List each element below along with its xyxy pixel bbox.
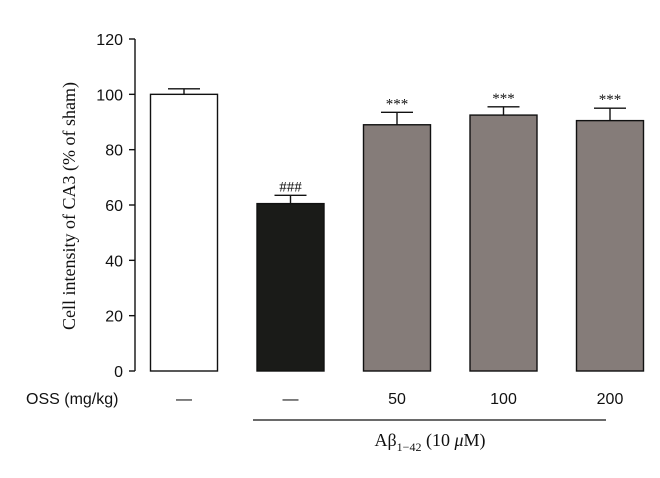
bar-series: ### *** *** *** (149, 88, 645, 372)
x-category-label: — (176, 391, 192, 408)
y-tick-label: 0 (114, 364, 123, 381)
group-label: Aβ1−42 (10 μM) (375, 430, 486, 454)
bar (469, 114, 538, 372)
y-tick-label: 60 (105, 198, 123, 215)
y-tick-label: 120 (96, 32, 123, 49)
y-axis: 0 20 40 60 80 100 120 (96, 32, 136, 381)
x-axis-labels: — — 50 100 200 (176, 391, 623, 408)
y-tick-label: 40 (105, 253, 123, 270)
bar (256, 202, 325, 372)
x-category-label: 200 (597, 391, 624, 408)
significance-marker: *** (492, 91, 515, 107)
x-category-label: — (283, 391, 299, 408)
bar (149, 93, 219, 372)
y-tick-label: 100 (96, 87, 123, 104)
x-category-label: 50 (388, 391, 406, 408)
x-category-label: 100 (490, 391, 517, 408)
y-tick-label: 80 (105, 143, 123, 160)
bar (362, 124, 432, 372)
significance-marker: ### (279, 179, 302, 195)
y-tick-label: 20 (105, 309, 123, 326)
significance-marker: *** (599, 92, 622, 108)
bar (575, 119, 645, 372)
row-label-oss: OSS (mg/kg) (26, 391, 118, 408)
y-axis-label: Cell intensity of CA3 (% of sham) (59, 82, 80, 330)
significance-marker: *** (386, 96, 409, 112)
